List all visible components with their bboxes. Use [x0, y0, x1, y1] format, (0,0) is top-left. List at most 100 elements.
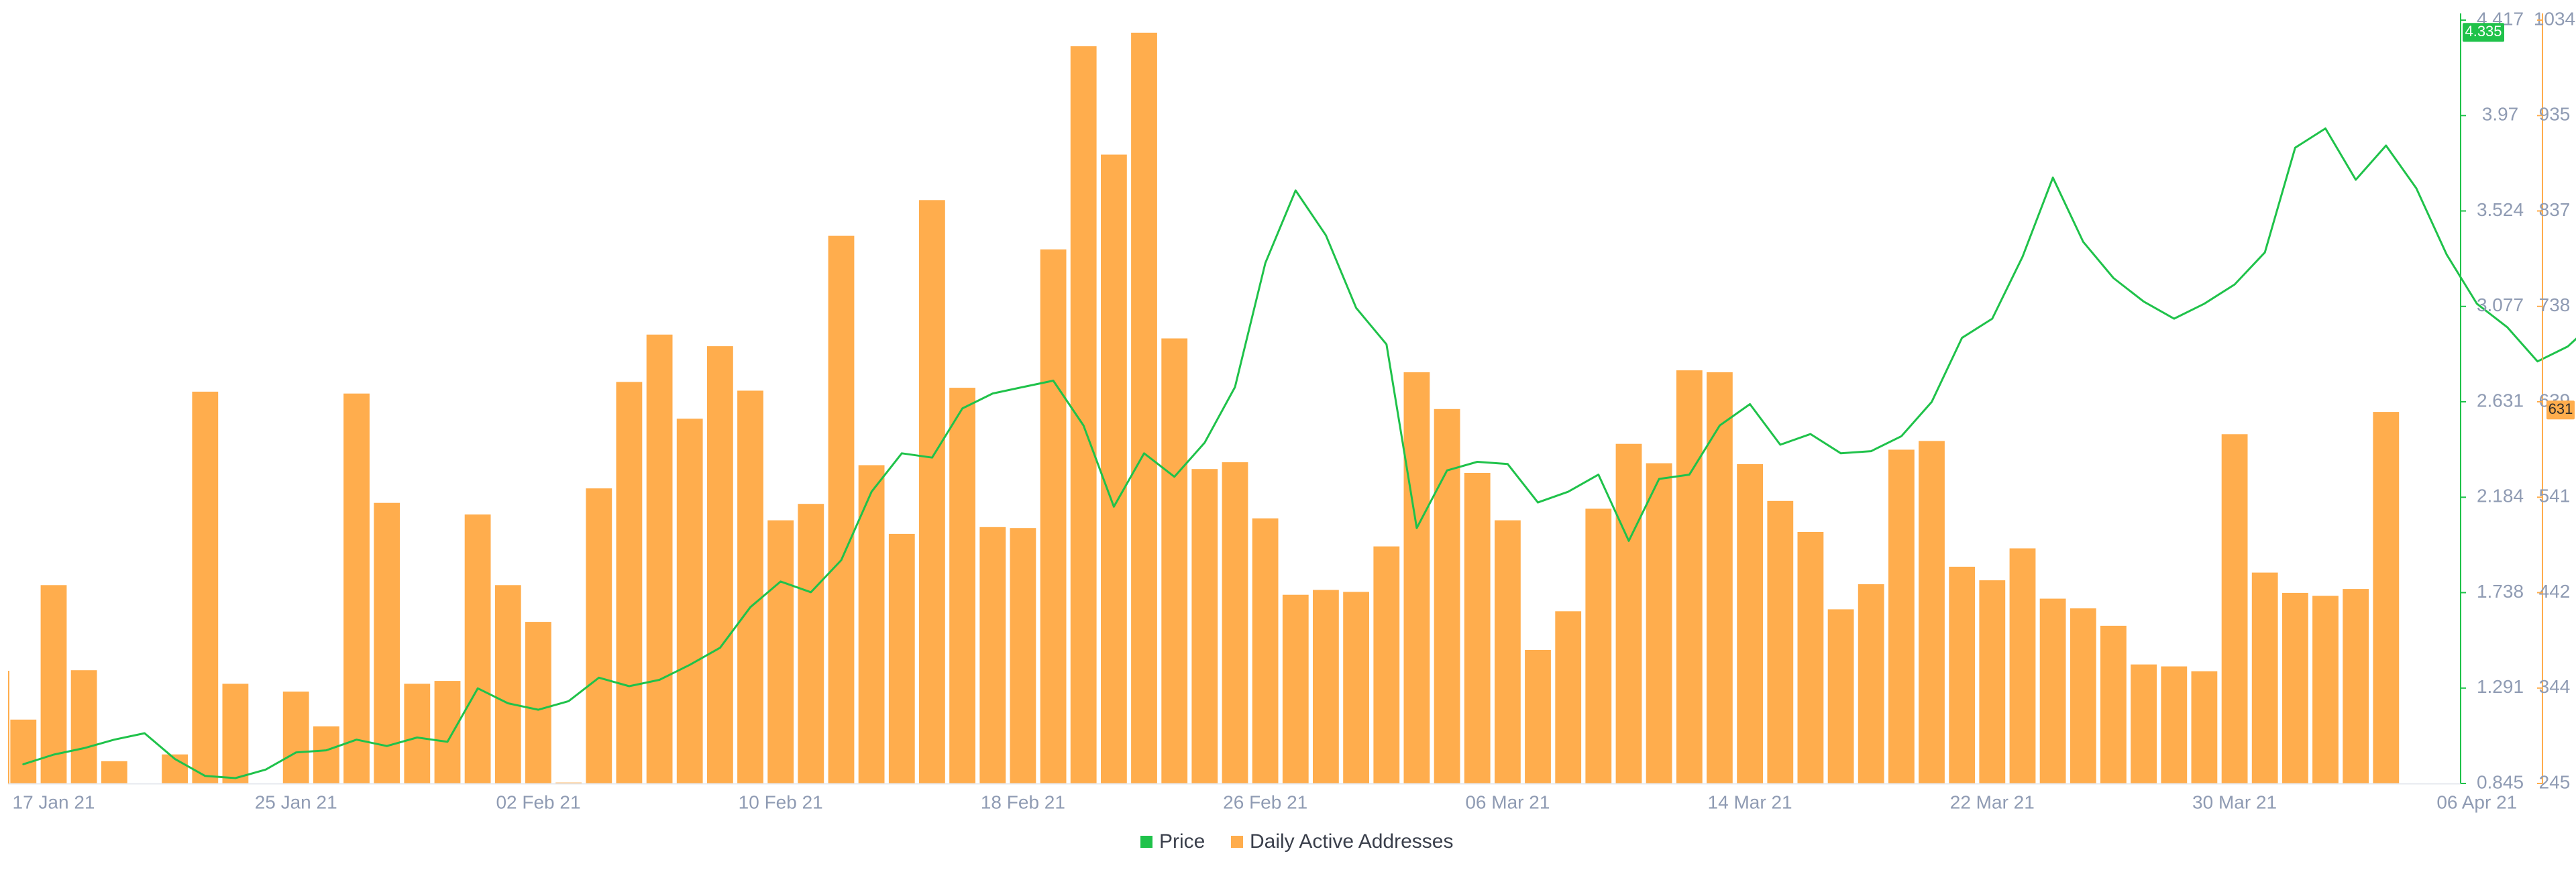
address-bar [2221, 434, 2248, 783]
legend-label[interactable]: Daily Active Addresses [1250, 830, 1453, 853]
address-bar [343, 393, 370, 783]
address-bar [1161, 338, 1188, 783]
address-bar [40, 585, 67, 783]
addresses-tick-label: 1034 [2534, 8, 2575, 29]
address-bar [1343, 592, 1369, 783]
address-bar [222, 684, 249, 783]
addresses-tick-label: 738 [2539, 294, 2571, 315]
address-bar [192, 391, 219, 783]
current-price-badge [2463, 23, 2504, 42]
x-tick-label: 22 Mar 21 [1950, 792, 2035, 812]
address-bar [828, 235, 855, 784]
address-bar [1101, 154, 1127, 783]
address-bar [737, 390, 763, 783]
x-tick-label: 06 Apr 21 [2436, 792, 2517, 812]
address-bar [525, 622, 551, 783]
x-tick-label: 25 Jan 21 [255, 792, 337, 812]
x-tick-label: 30 Mar 21 [2192, 792, 2277, 812]
address-bar [1040, 249, 1067, 783]
address-bar [1797, 532, 1824, 783]
price-series-line [22, 127, 2576, 779]
address-bar [1252, 518, 1279, 783]
address-bar [979, 527, 1006, 783]
address-bar [1615, 443, 1642, 783]
address-bar [1767, 500, 1794, 783]
address-bar [919, 200, 945, 783]
address-bar [1737, 464, 1763, 783]
address-bar [586, 488, 612, 783]
bars-layer [10, 32, 2400, 784]
address-bar [1191, 469, 1218, 783]
address-bar [313, 726, 339, 783]
x-tick-label: 02 Feb 21 [496, 792, 580, 812]
address-bar [858, 465, 885, 783]
address-bar [2131, 664, 2157, 783]
address-bar [494, 585, 521, 783]
address-bar [1919, 441, 1945, 783]
address-bar [646, 334, 673, 783]
address-bar [2312, 596, 2339, 783]
addresses-tick-label: 245 [2539, 771, 2571, 792]
price-tick-label: 1.738 [2477, 581, 2524, 602]
address-bar [1373, 546, 1400, 783]
current-addresses-label: 631 [2548, 400, 2573, 417]
addresses-tick-label: 442 [2539, 581, 2571, 602]
price-tick-label: 3.97 [2482, 104, 2519, 125]
address-bar [2282, 592, 2308, 783]
address-bar [2009, 548, 2036, 783]
address-bar [1464, 473, 1491, 783]
address-bar [1827, 609, 1854, 783]
legend-swatch [1231, 836, 1243, 848]
badges-layer: 4.335 631 [2463, 23, 2575, 420]
addresses-tick-label: 344 [2539, 676, 2571, 697]
address-bar [1525, 650, 1551, 783]
price-tick-label: 3.077 [2477, 294, 2524, 315]
address-bar [1282, 594, 1309, 783]
addresses-tick-label: 837 [2539, 199, 2571, 220]
addresses-tick-label: 935 [2539, 104, 2571, 125]
address-bar [1222, 462, 1248, 783]
address-bar [1858, 584, 1884, 783]
address-bar [2191, 671, 2218, 783]
legend-swatch [1140, 836, 1152, 848]
addresses-tick-label: 541 [2539, 486, 2571, 506]
address-bar [1403, 372, 1430, 783]
x-tick-label: 14 Mar 21 [1708, 792, 1792, 812]
address-bar [1979, 580, 2006, 783]
address-bar [1585, 508, 1612, 783]
address-bar [404, 684, 431, 783]
address-bar [1676, 370, 1703, 783]
current-price-label: 4.335 [2465, 23, 2502, 40]
address-bar [282, 692, 309, 783]
axes-layer: 17 Jan 21 25 Jan 21 02 Feb 21 10 Feb 21 18 F… [8, 8, 2575, 812]
price-tick-label: 0.845 [2477, 771, 2524, 792]
address-bar [464, 514, 491, 783]
address-bar [10, 719, 37, 783]
x-tick-label: 26 Feb 21 [1223, 792, 1307, 812]
address-bar [2161, 666, 2188, 783]
address-bar [70, 670, 97, 783]
address-bar [1949, 566, 1976, 783]
address-bar [1646, 463, 1672, 783]
address-bar [1131, 32, 1157, 783]
address-bar [2039, 598, 2066, 783]
x-tick-label: 17 Jan 21 [13, 792, 95, 812]
address-bar [2070, 608, 2096, 783]
address-bar [1888, 449, 1915, 783]
legend-label[interactable]: Price [1159, 830, 1205, 853]
address-bar [616, 382, 643, 783]
address-bar [101, 761, 127, 783]
address-bar [2373, 412, 2400, 783]
address-bar [707, 346, 733, 783]
address-bar [1555, 611, 1582, 783]
address-bar [1070, 46, 1097, 783]
address-bar [949, 388, 975, 783]
address-bar [2100, 625, 2127, 783]
price-tick-label: 2.631 [2477, 390, 2524, 411]
legend: Price Daily Active Addresses [1140, 830, 1453, 853]
address-bar [1495, 520, 1521, 783]
address-bar [888, 533, 915, 783]
address-bar [434, 681, 461, 783]
